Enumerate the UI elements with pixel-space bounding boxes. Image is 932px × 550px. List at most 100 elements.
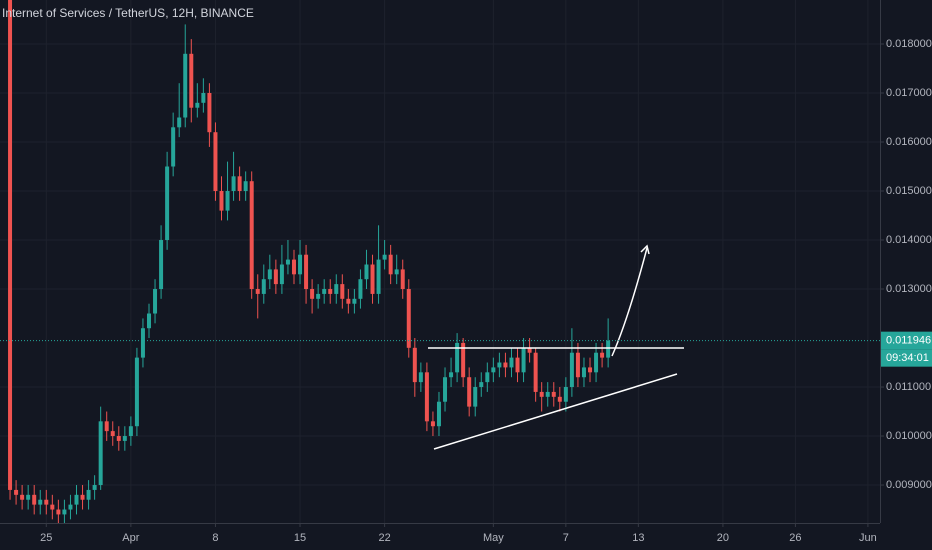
candle-body [557, 396, 562, 402]
candle-body [243, 181, 248, 192]
candle-body [424, 372, 429, 422]
candle-body [304, 254, 309, 290]
candle-body [86, 489, 91, 500]
candle-body [177, 117, 182, 128]
candle-body [491, 367, 496, 373]
candle-body [316, 293, 321, 299]
candle-body [38, 499, 43, 505]
candle-body [159, 240, 164, 290]
candle-body [412, 347, 417, 383]
candle-body [340, 284, 345, 299]
candle-body [406, 289, 411, 348]
candle-body [171, 127, 176, 167]
candle-body [467, 377, 472, 407]
countdown-label: 09:34:01 [886, 352, 929, 364]
last-price-label: 0.011946 [886, 335, 931, 347]
candle-body [376, 259, 381, 294]
candle-body [62, 509, 67, 515]
x-tick-label: Jun [859, 532, 877, 544]
candle-body [122, 436, 127, 441]
candle-body [497, 362, 502, 368]
candle-body [352, 298, 357, 304]
candle-body [104, 421, 109, 432]
candle-body [50, 504, 55, 510]
candle-body [563, 387, 568, 402]
candle-body [346, 298, 351, 304]
candle-body [436, 401, 441, 427]
candle-body [20, 494, 25, 500]
candle-body [581, 367, 586, 378]
candle-body [588, 367, 593, 373]
candle-body [146, 313, 151, 329]
candle-body [98, 421, 103, 486]
y-tick-label: 0.018000 [886, 38, 932, 50]
candle-body [44, 499, 49, 505]
candle-body [165, 166, 170, 241]
candle-body [322, 289, 327, 294]
arrow-head [640, 244, 650, 255]
x-tick-label: 22 [378, 532, 390, 544]
candle-body [116, 436, 121, 441]
candle-body [267, 269, 272, 280]
candle-body [291, 259, 296, 275]
candle-body [394, 269, 399, 275]
x-tick-label: 15 [294, 532, 306, 544]
candle-body [273, 269, 278, 285]
x-tick-label: 13 [632, 532, 644, 544]
candle-body [74, 494, 79, 505]
candle-body [551, 391, 556, 397]
y-tick-label: 0.014000 [886, 234, 932, 246]
x-tick-label: 25 [40, 532, 52, 544]
candle-body [279, 264, 284, 285]
x-tick-label: 26 [789, 532, 801, 544]
candle-body [461, 342, 466, 378]
candle-body [479, 382, 484, 388]
candle-body [8, 0, 13, 490]
candle-body [201, 93, 206, 103]
countdown-badge [881, 349, 932, 367]
candle-body [364, 264, 369, 280]
candle-body [334, 284, 339, 294]
candle-body [382, 254, 387, 260]
candle-body [110, 431, 115, 437]
candle-body [128, 426, 133, 437]
candle-body [195, 102, 200, 108]
candle-body [575, 352, 580, 378]
candle-body [455, 342, 460, 373]
plot-area [0, 0, 880, 523]
y-tick-label: 0.016000 [886, 136, 932, 148]
candle-body [485, 372, 490, 383]
candle-body [600, 352, 605, 358]
chart-title: Internet of Services / TetherUS, 12H, BI… [2, 6, 254, 20]
candle-body [370, 264, 375, 294]
y-tick-label: 0.011000 [886, 381, 931, 393]
candle-body [430, 421, 435, 427]
candle-body [503, 362, 508, 368]
candle-body [183, 53, 188, 118]
candle-body [14, 489, 19, 495]
candle-body [207, 93, 212, 133]
candle-body [80, 494, 85, 500]
candle-body [473, 387, 478, 407]
candle-body [569, 352, 574, 388]
candle-body [56, 509, 61, 515]
drawings [428, 244, 684, 450]
candle-body [388, 254, 393, 275]
candle-body [606, 340, 611, 358]
candle-body [400, 269, 405, 290]
candle-body [219, 191, 224, 211]
x-tick-label: Apr [122, 532, 139, 544]
candle-body [26, 494, 31, 500]
candle-body [32, 494, 37, 505]
x-tick-label: May [483, 532, 504, 544]
candle-body [255, 289, 260, 294]
candle-body [189, 53, 194, 108]
candle-body [298, 254, 303, 275]
candle-body [545, 391, 550, 397]
y-tick-label: 0.015000 [886, 185, 932, 197]
candle-body [261, 279, 266, 294]
candle-body [153, 289, 158, 314]
